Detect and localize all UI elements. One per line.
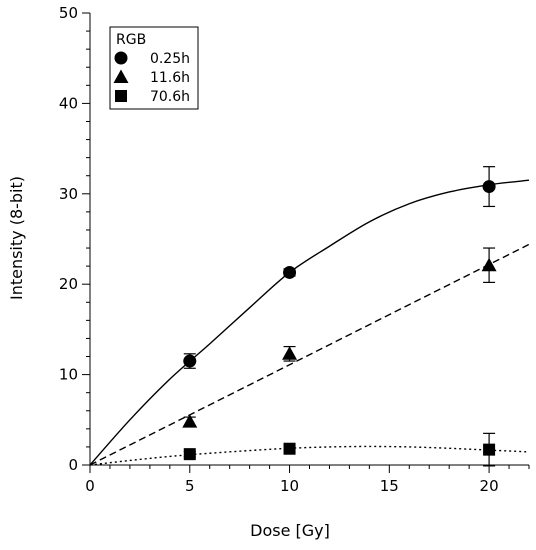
y-tick-label: 20 <box>59 275 78 293</box>
data-point-square <box>283 442 296 455</box>
legend-label: 11.6h <box>150 70 190 86</box>
y-tick-label: 10 <box>59 366 78 384</box>
y-tick-label: 40 <box>59 94 78 112</box>
fit-line-square <box>89 445 530 466</box>
legend-label: 70.6h <box>150 89 190 105</box>
x-tick-label: 10 <box>280 477 299 495</box>
data-point-triangle <box>282 346 298 360</box>
data-point-square <box>483 443 496 456</box>
x-tick-label: 5 <box>185 477 195 495</box>
y-tick-label: 50 <box>59 4 78 22</box>
data-point-circle <box>283 265 297 279</box>
y-tick-label: 30 <box>59 185 78 203</box>
y-tick-label: 0 <box>68 456 78 474</box>
legend-title: RGB <box>116 32 146 48</box>
fit-line-circle <box>89 179 530 466</box>
data-point-circle <box>482 180 496 194</box>
fit-line-triangle <box>89 243 530 466</box>
axes: 0 5 10 15 20 0 10 20 30 40 50 <box>59 4 530 495</box>
x-axis-title: Dose [Gy] <box>250 521 330 540</box>
fit-lines <box>89 179 530 466</box>
data-markers <box>182 166 497 467</box>
data-point-square <box>183 448 196 461</box>
legend-marker-circle <box>114 51 128 65</box>
x-tick-label: 15 <box>380 477 399 495</box>
legend-marker-triangle <box>113 69 129 83</box>
data-point-triangle <box>481 257 497 272</box>
legend-label: 0.25h <box>150 51 190 67</box>
y-axis-title: Intensity (8-bit) <box>7 176 26 300</box>
legend-marker-square <box>115 90 127 102</box>
x-tick-label: 0 <box>85 477 95 495</box>
x-tick-label: 20 <box>480 477 499 495</box>
data-point-triangle <box>182 414 198 428</box>
legend: RGB 0.25h 11.6h 70.6h <box>109 26 199 110</box>
data-point-circle <box>183 354 197 368</box>
